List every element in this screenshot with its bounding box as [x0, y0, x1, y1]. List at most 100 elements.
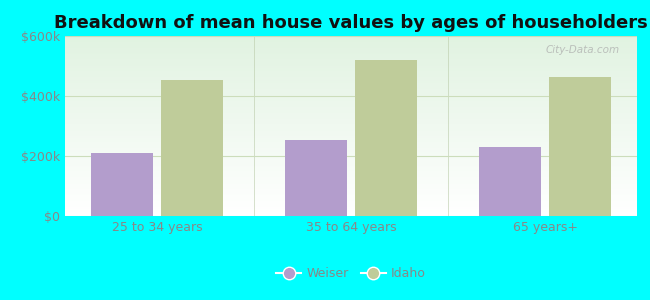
Bar [65, 151, 637, 152]
Bar [65, 125, 637, 126]
Bar [65, 191, 637, 192]
Bar [65, 41, 637, 42]
Bar [65, 124, 637, 125]
Bar [65, 109, 637, 110]
Bar [65, 128, 637, 129]
Bar [65, 187, 637, 188]
Bar [65, 171, 637, 172]
Bar [65, 95, 637, 96]
Bar [65, 182, 637, 183]
Bar [65, 73, 637, 74]
Bar [65, 57, 637, 58]
Bar [65, 93, 637, 94]
Bar [65, 116, 637, 117]
Bar [65, 153, 637, 154]
Bar [65, 105, 637, 106]
Bar [65, 146, 637, 147]
Bar [65, 72, 637, 73]
Bar [65, 192, 637, 193]
Bar [65, 120, 637, 121]
Bar [91, 153, 153, 216]
Bar [65, 123, 637, 124]
Bar [65, 150, 637, 151]
Bar [65, 195, 637, 196]
Bar [65, 88, 637, 89]
Bar [65, 196, 637, 197]
Bar [65, 85, 637, 86]
Bar [65, 118, 637, 119]
Bar [65, 135, 637, 136]
Bar [65, 173, 637, 174]
Bar [65, 212, 637, 213]
Bar [65, 110, 637, 111]
Bar [65, 168, 637, 169]
Bar [65, 136, 637, 137]
Bar [65, 147, 637, 148]
Bar [65, 203, 637, 204]
Bar [65, 138, 637, 139]
Bar [65, 60, 637, 61]
Bar [65, 213, 637, 214]
Bar [65, 143, 637, 144]
Bar [65, 58, 637, 59]
Bar [549, 76, 611, 216]
Bar [161, 80, 223, 216]
Bar [355, 60, 417, 216]
Bar [65, 206, 637, 207]
Bar [65, 44, 637, 45]
Bar [65, 53, 637, 54]
Bar [65, 126, 637, 127]
Bar [65, 112, 637, 113]
Bar [65, 181, 637, 182]
Bar [65, 154, 637, 155]
Bar [65, 119, 637, 120]
Bar [65, 39, 637, 40]
Bar [65, 144, 637, 145]
Bar [65, 100, 637, 101]
Bar [65, 74, 637, 75]
Bar [65, 47, 637, 48]
Bar [65, 185, 637, 186]
Bar [65, 84, 637, 85]
Bar [65, 156, 637, 157]
Bar [65, 68, 637, 69]
Bar [65, 62, 637, 63]
Bar [65, 130, 637, 131]
Bar [65, 190, 637, 191]
Bar [65, 56, 637, 57]
Bar [65, 210, 637, 211]
Bar [65, 202, 637, 203]
Bar [65, 83, 637, 84]
Bar [65, 188, 637, 189]
Bar [65, 148, 637, 149]
Bar [65, 139, 637, 140]
Bar [65, 142, 637, 143]
Bar [285, 140, 347, 216]
Bar [65, 180, 637, 181]
Bar [65, 132, 637, 133]
Bar [65, 198, 637, 199]
Bar [65, 155, 637, 156]
Bar [65, 77, 637, 78]
Bar [65, 103, 637, 104]
Bar [65, 204, 637, 205]
Bar [65, 87, 637, 88]
Bar [65, 178, 637, 179]
Bar [65, 99, 637, 100]
Bar [65, 122, 637, 123]
Bar [65, 176, 637, 177]
Bar [65, 65, 637, 66]
Bar [65, 193, 637, 194]
Bar [65, 67, 637, 68]
Bar [65, 134, 637, 135]
Bar [65, 46, 637, 47]
Bar [65, 163, 637, 164]
Bar [65, 141, 637, 142]
Bar [65, 79, 637, 80]
Bar [65, 164, 637, 165]
Bar [65, 49, 637, 50]
Bar [65, 172, 637, 173]
Bar [65, 186, 637, 187]
Bar [65, 36, 637, 37]
Bar [65, 113, 637, 114]
